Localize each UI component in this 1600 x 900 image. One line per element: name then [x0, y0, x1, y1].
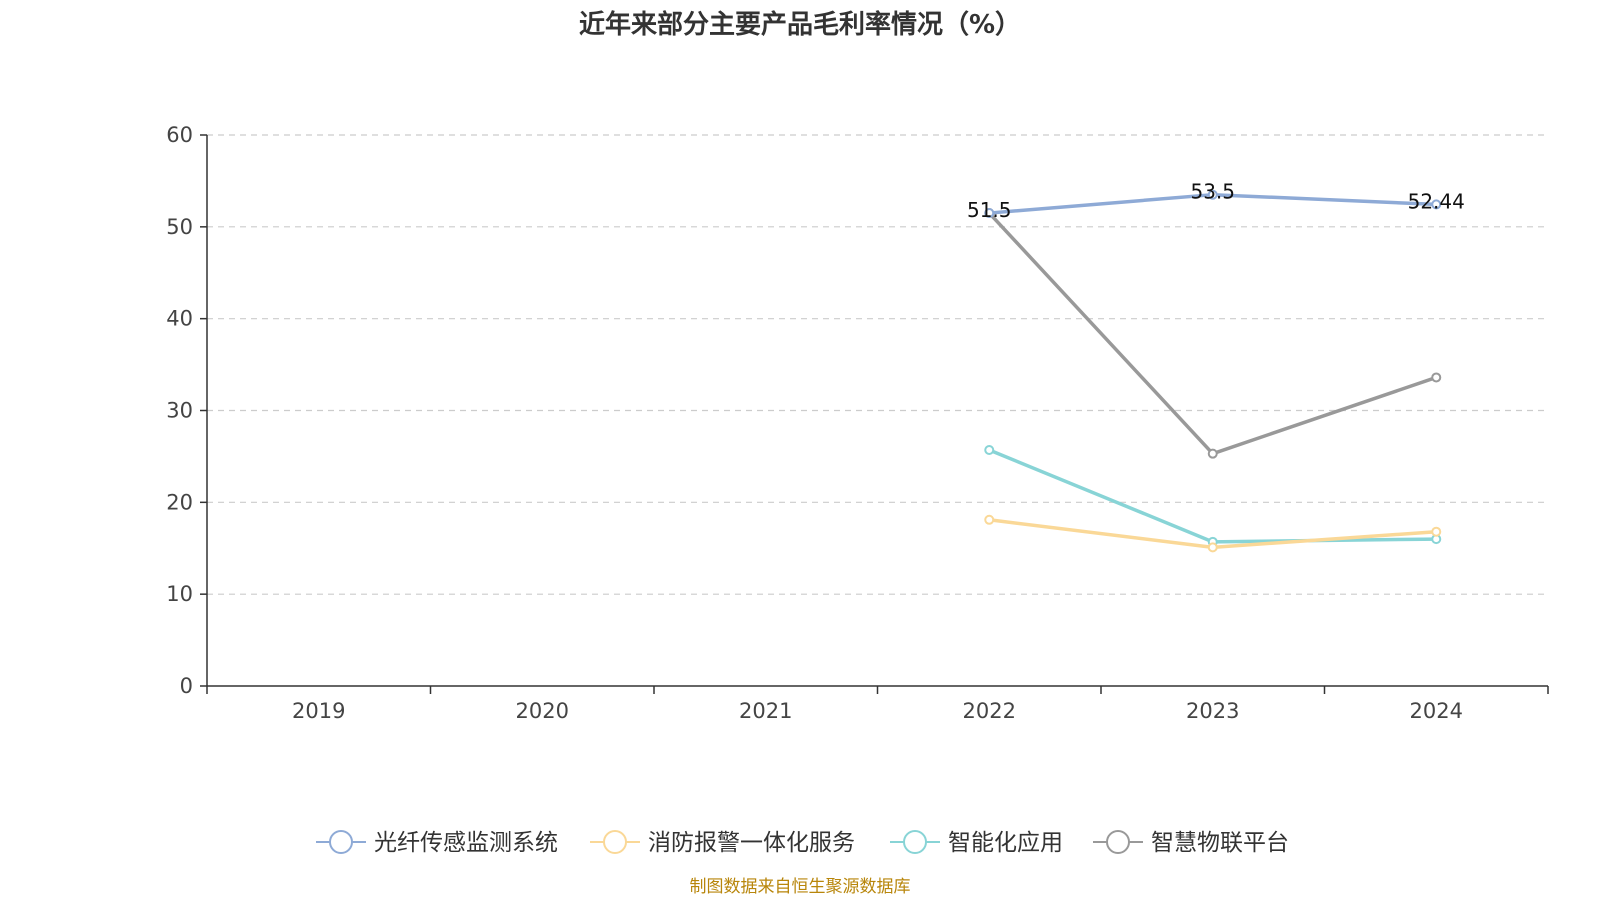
data-point — [1207, 448, 1218, 459]
y-tick-label: 40 — [166, 307, 193, 331]
data-label: 52.44 — [1408, 189, 1465, 213]
y-tick-label: 30 — [166, 399, 193, 423]
legend: 光纤传感监测系统 消防报警一体化服务 智能化应用 智慧物联平台 — [316, 830, 1289, 856]
data-point — [984, 444, 995, 455]
legend-label: 消防报警一体化服务 — [648, 830, 855, 856]
legend-label: 智能化应用 — [948, 830, 1063, 856]
y-tick-label: 50 — [166, 215, 193, 239]
grid-lines — [207, 134, 1548, 595]
legend-label: 智慧物联平台 — [1151, 830, 1289, 856]
series-line-3 — [987, 211, 1437, 456]
legend-item: 光纤传感监测系统 — [316, 830, 558, 856]
data-labels: 51.5 53.5 52.44 — [967, 180, 1465, 222]
axes: 0 10 20 30 40 50 60 2019 2020 2021 2022 2023 2024 — [166, 123, 1549, 723]
data-label: 53.5 — [1190, 180, 1235, 204]
chart-title: 近年来部分主要产品毛利率情况（%） — [579, 9, 1021, 40]
legend-item: 智慧物联平台 — [1093, 830, 1289, 856]
data-point — [1431, 526, 1442, 537]
legend-item: 消防报警一体化服务 — [590, 830, 855, 856]
y-tick-label: 0 — [180, 674, 193, 698]
legend-label: 光纤传感监测系统 — [374, 830, 558, 856]
x-tick-label: 2024 — [1410, 699, 1463, 723]
legend-item: 智能化应用 — [890, 830, 1063, 856]
legend-marker — [329, 830, 353, 854]
x-tick-label: 2022 — [963, 699, 1016, 723]
legend-marker — [903, 830, 927, 854]
x-tick-label: 2020 — [516, 699, 569, 723]
source-note: 制图数据来自恒生聚源数据库 — [690, 877, 911, 897]
x-tick-label: 2019 — [292, 699, 345, 723]
series-group — [984, 189, 1442, 553]
data-point — [1431, 372, 1442, 383]
data-point — [1207, 542, 1218, 553]
y-tick-label: 20 — [166, 490, 193, 514]
data-label: 51.5 — [967, 198, 1012, 222]
x-tick-label: 2021 — [739, 699, 792, 723]
y-tick-label: 60 — [166, 123, 193, 147]
x-tick-label: 2023 — [1186, 699, 1239, 723]
legend-marker — [603, 830, 627, 854]
legend-marker — [1106, 830, 1130, 854]
y-tick-label: 10 — [166, 582, 193, 606]
data-point — [984, 208, 995, 219]
data-point — [1431, 199, 1442, 210]
data-point — [984, 514, 995, 525]
data-point — [1207, 189, 1218, 200]
